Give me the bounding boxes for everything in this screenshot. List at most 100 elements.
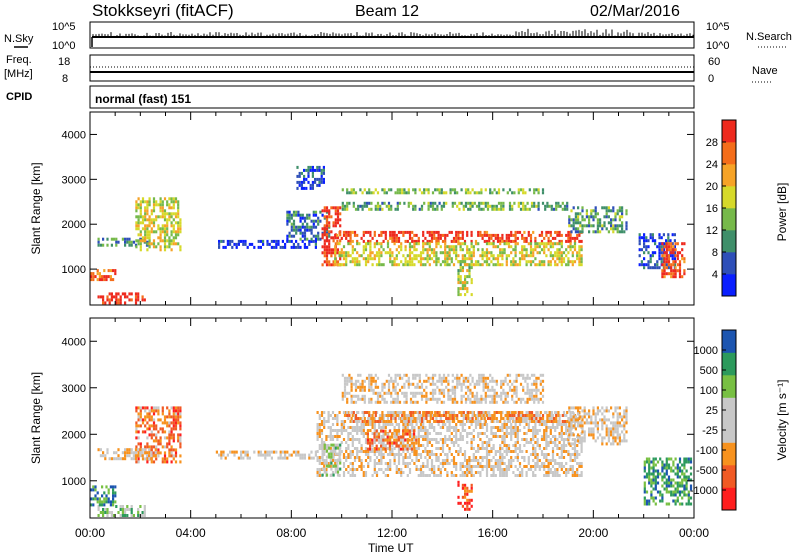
power-cell	[139, 221, 142, 225]
power-cell	[461, 233, 464, 237]
power-cell	[141, 227, 145, 231]
velocity-cell	[341, 391, 344, 395]
velocity-cell	[425, 379, 428, 383]
power-cell	[417, 236, 420, 240]
power-cell	[166, 203, 169, 207]
velocity-cell	[177, 409, 180, 413]
power-cell	[541, 191, 545, 195]
power-cell	[332, 251, 335, 255]
velocity-cell	[514, 474, 517, 477]
velocity-cell	[413, 462, 416, 465]
power-cell	[296, 165, 299, 169]
power-cell	[266, 242, 269, 246]
velocity-cell	[560, 444, 563, 447]
velocity-cell	[551, 441, 555, 444]
power-cell	[311, 183, 314, 187]
power-cell	[645, 245, 648, 249]
power-cell	[485, 242, 489, 246]
velocity-cell	[177, 406, 180, 410]
velocity-cell	[573, 456, 577, 459]
velocity-cell	[565, 462, 568, 465]
power-cell	[502, 201, 505, 205]
power-cell	[497, 207, 501, 211]
velocity-cell	[497, 411, 501, 414]
velocity-cell	[380, 429, 383, 433]
velocity-cell	[148, 448, 151, 452]
velocity-cell	[172, 415, 175, 419]
power-cell	[148, 218, 151, 222]
velocity-cell	[393, 426, 396, 429]
velocity-cell	[492, 456, 495, 459]
power-cell	[560, 251, 563, 255]
velocity-cell	[457, 444, 460, 447]
velocity-cell	[320, 432, 324, 435]
power-cell	[364, 242, 368, 246]
power-cell	[97, 237, 100, 241]
velocity-cell	[563, 420, 567, 423]
velocity-cell	[467, 414, 470, 417]
power-cell	[535, 188, 538, 192]
power-cell	[336, 209, 340, 213]
velocity-cell	[266, 450, 269, 454]
power-cell	[469, 191, 472, 195]
velocity-cell	[527, 441, 530, 444]
velocity-cell	[448, 447, 451, 450]
velocity-cell	[560, 432, 563, 435]
power-cell	[309, 168, 312, 172]
velocity-cell	[137, 430, 140, 434]
velocity-cell	[415, 465, 418, 468]
power-cell	[426, 248, 429, 252]
power-region	[286, 210, 331, 241]
power-cell	[382, 239, 385, 243]
velocity-cell	[108, 457, 111, 461]
power-cell	[505, 263, 508, 267]
power-cell	[406, 254, 409, 258]
velocity-cell	[506, 417, 509, 420]
velocity-cell	[399, 447, 402, 451]
velocity-cell	[124, 508, 127, 511]
power-cell	[670, 269, 673, 273]
power-cell	[170, 248, 173, 252]
velocity-cell	[233, 453, 236, 457]
velocity-cell	[392, 379, 395, 383]
velocity-cell	[403, 373, 406, 377]
power-cell	[411, 239, 414, 243]
power-cell	[303, 242, 306, 246]
power-cell	[110, 237, 113, 241]
velocity-cell	[179, 433, 182, 437]
power-cell	[170, 239, 173, 243]
velocity-cell	[430, 411, 434, 414]
power-cell	[117, 301, 120, 305]
velocity-cell	[495, 417, 498, 420]
velocity-cell	[503, 444, 506, 447]
velocity-cell	[485, 468, 489, 471]
velocity-cell	[360, 426, 363, 429]
power-cell	[426, 251, 429, 255]
velocity-cell	[378, 459, 381, 462]
velocity-cell	[373, 438, 376, 441]
velocity-cell	[323, 417, 326, 420]
power-cell	[538, 233, 541, 237]
power-cell	[347, 254, 350, 258]
velocity-cell	[349, 426, 352, 429]
power-cell	[393, 260, 396, 264]
velocity-cell	[137, 436, 140, 440]
power-cell	[414, 191, 417, 195]
power-cell	[325, 248, 329, 252]
velocity-cell	[392, 382, 395, 386]
velocity-cell	[244, 453, 247, 457]
power-cell	[378, 251, 381, 255]
velocity-cell	[105, 500, 108, 504]
velocity-cell	[163, 460, 167, 464]
nsky-tick-top: 10^5	[52, 21, 76, 33]
velocity-cell	[419, 468, 423, 471]
velocity-cell	[325, 473, 329, 477]
power-cell	[455, 248, 458, 252]
velocity-cell	[347, 453, 350, 456]
power-cell	[461, 284, 464, 288]
power-cell	[407, 204, 410, 208]
velocity-cell	[112, 488, 115, 492]
velocity-cell	[346, 391, 349, 395]
velocity-cell	[321, 443, 324, 447]
power-cell	[112, 269, 115, 273]
